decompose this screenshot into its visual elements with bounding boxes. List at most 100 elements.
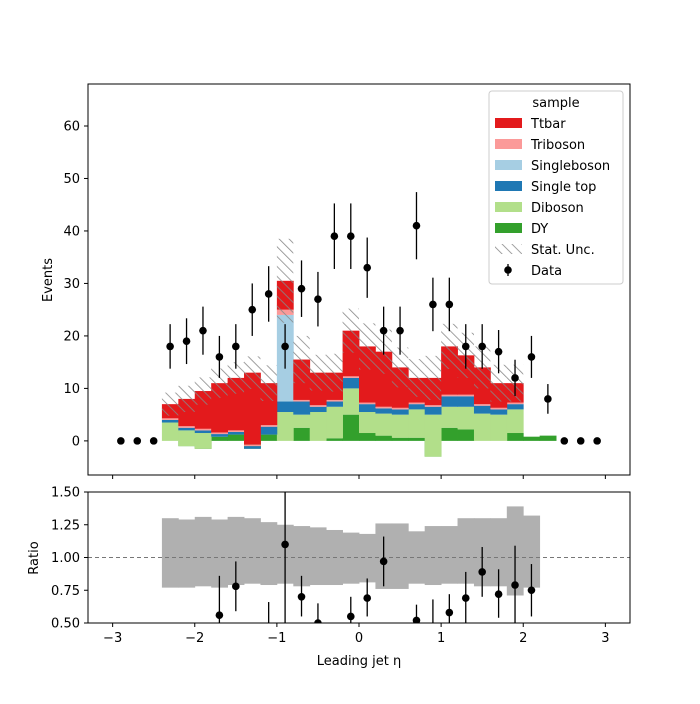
legend-label: Triboson (530, 138, 585, 153)
bar-diboson (178, 430, 196, 447)
data-point (264, 290, 273, 298)
bar-triboson (457, 394, 475, 397)
ratio-y-tick-label: 1.25 (51, 518, 80, 533)
ratio-band-bin (178, 519, 196, 588)
ratio-band-bin (490, 518, 508, 587)
ratio-point (527, 586, 536, 595)
y-tick-label: 40 (63, 224, 80, 239)
ratio-band-bin (391, 523, 409, 589)
legend-label: Diboson (531, 201, 584, 216)
bar-triboson (194, 428, 212, 431)
data-point (346, 232, 355, 241)
stat-unc-bin (178, 385, 195, 413)
data-point (314, 295, 322, 303)
ratio-band-bin (359, 533, 376, 583)
bar-single-top (441, 396, 458, 407)
bar-single-top (293, 401, 311, 415)
legend-label: Stat. Unc. (531, 243, 595, 258)
bar-dy (211, 436, 229, 441)
bar-single-top (178, 427, 196, 431)
ratio-x-axis: −3 −2 −1 0 1 2 3 (103, 623, 610, 646)
bar-diboson (326, 406, 343, 439)
bar-diboson (375, 413, 393, 436)
y-tick-label: 10 (63, 382, 80, 397)
ratio-band-bin (244, 518, 261, 584)
bar-single-top (359, 404, 376, 413)
stat-unc-bin (309, 354, 327, 391)
data-point (330, 232, 339, 241)
data-point (117, 437, 125, 445)
legend-label: Ttbar (530, 117, 566, 132)
data-points (117, 192, 601, 445)
bar-diboson (359, 412, 376, 434)
y-tick-label: 60 (63, 119, 80, 134)
data-point (511, 374, 519, 382)
bar-dy (506, 433, 524, 441)
bar-triboson (473, 404, 491, 406)
bar-dy (326, 438, 343, 441)
data-point (560, 437, 569, 445)
data-point (182, 337, 191, 345)
ratio-point (445, 608, 454, 617)
bar-diboson (391, 414, 409, 438)
bar-triboson (227, 430, 245, 432)
bar-dy (391, 437, 409, 441)
bar-diboson (293, 414, 311, 428)
bar-triboson (309, 405, 327, 407)
bar-single-top (211, 434, 229, 437)
y-tick-label: 0 (72, 434, 80, 449)
x-tick-label: 2 (519, 631, 527, 646)
ratio-band-bin (227, 516, 245, 586)
bar-triboson (490, 407, 508, 410)
bar-single-top (276, 401, 294, 413)
legend-swatch (495, 160, 522, 170)
y-tick-label: 30 (63, 277, 80, 292)
legend-swatch (495, 244, 522, 254)
stat-unc-bin (227, 362, 245, 394)
bar-single-top (244, 446, 261, 449)
x-tick-label: 3 (601, 631, 609, 646)
data-point (461, 342, 470, 351)
stat-unc-bin (490, 364, 507, 402)
legend-label: Singleboson (531, 159, 610, 174)
bar-dy (227, 434, 245, 441)
ratio-point (281, 540, 289, 549)
ratio-y-axis-label: Ratio (27, 541, 42, 574)
bar-single-top (326, 401, 343, 407)
bar-single-top (490, 409, 508, 415)
bar-dy (260, 434, 278, 441)
main-y-axis-label: Events (41, 258, 56, 302)
ratio-point (314, 619, 322, 623)
stat-unc-bin (359, 323, 376, 370)
ratio-y-axis: 0.50 0.75 1.00 1.25 1.50 (51, 486, 88, 632)
bar-diboson (506, 409, 524, 434)
ratio-point (363, 594, 372, 602)
stat-unc-bin (293, 335, 310, 384)
ratio-band-bin (408, 531, 426, 584)
bar-triboson (506, 402, 524, 405)
main-x-axis (112, 475, 606, 479)
data-point (166, 342, 174, 351)
data-point (281, 342, 289, 351)
bar-dy (359, 433, 376, 441)
x-axis-label: Leading jet η (317, 654, 402, 669)
data-point (248, 305, 257, 314)
bar-triboson (342, 376, 360, 378)
data-point (232, 342, 240, 351)
bar-diboson (457, 406, 475, 430)
ratio-band-bin (309, 527, 327, 586)
data-point (133, 437, 142, 445)
bar-dy (523, 436, 541, 441)
main-y-axis: 0 10 20 30 40 50 60 (63, 119, 88, 449)
bar-single-top (227, 431, 245, 435)
bar-diboson (194, 433, 212, 449)
bar-single-top (161, 419, 179, 423)
ratio-band-bin (441, 526, 458, 584)
data-point (576, 437, 585, 445)
legend-box (488, 90, 624, 285)
bar-dy (441, 427, 458, 441)
ratio-point (297, 593, 306, 601)
stat-unc-bin (161, 392, 179, 416)
data-point (199, 326, 207, 335)
